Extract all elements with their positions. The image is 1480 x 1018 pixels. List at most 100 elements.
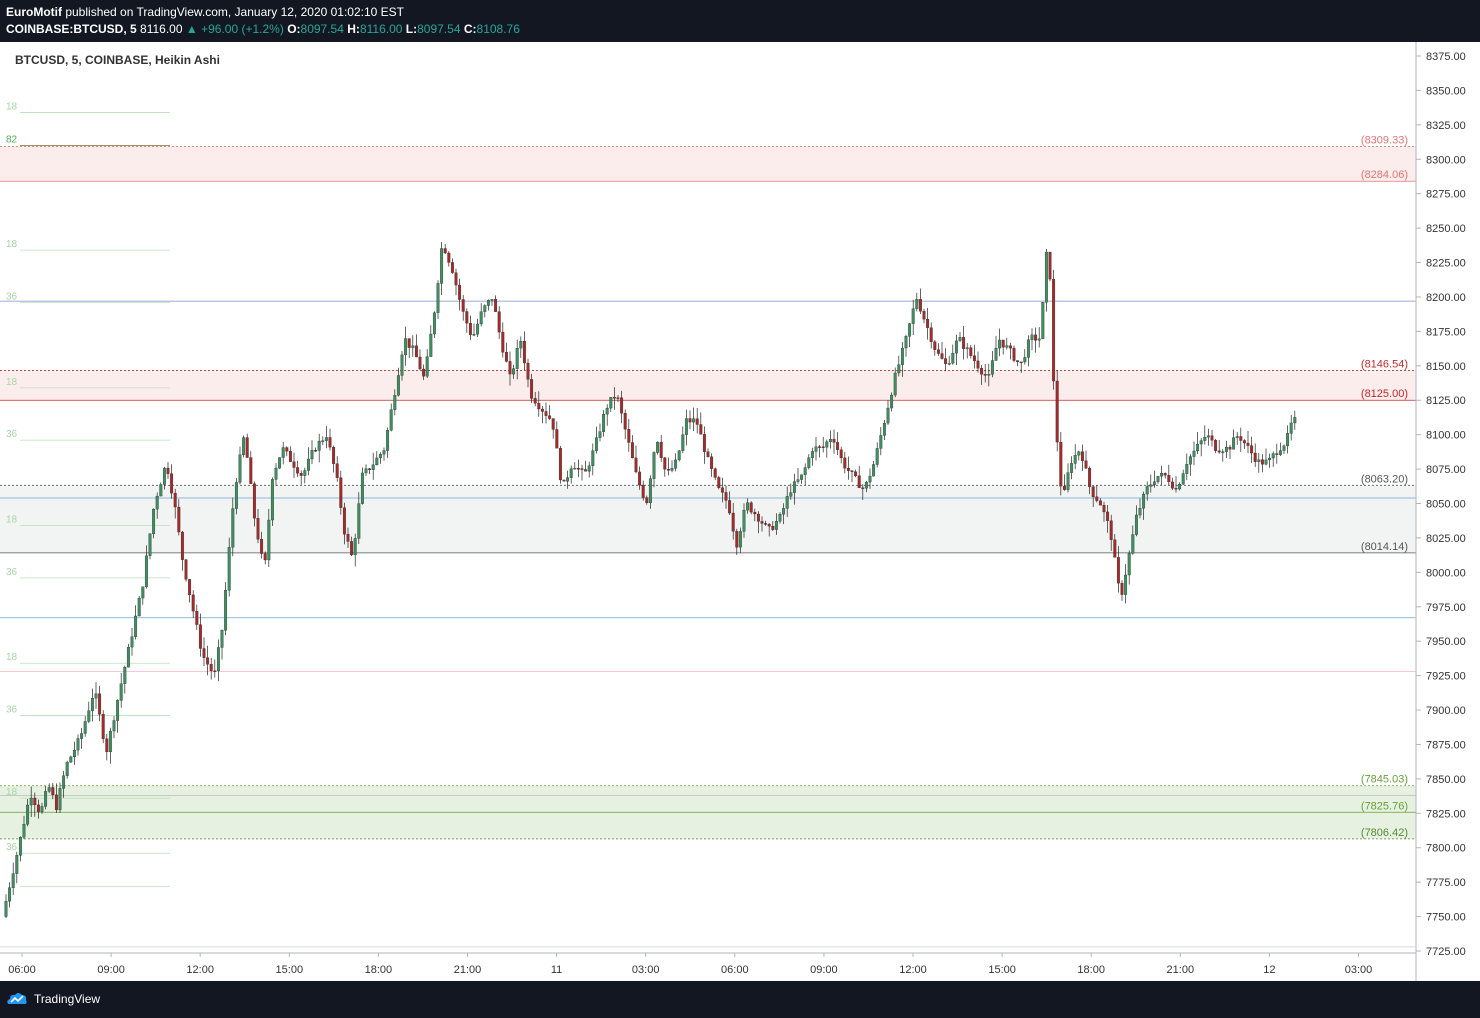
candle-body <box>857 475 861 488</box>
low-label: L: <box>405 22 418 36</box>
candle-body <box>501 331 505 353</box>
candle-body <box>270 479 274 521</box>
candle-body <box>260 539 264 554</box>
candle-body <box>1181 473 1185 485</box>
candle-body <box>940 353 944 359</box>
candle-body <box>1077 451 1081 456</box>
time-tick-label: 09:00 <box>97 964 125 976</box>
candle-body <box>209 664 213 671</box>
candle-body <box>332 446 336 464</box>
candle-body <box>458 284 462 300</box>
candle-body <box>1134 514 1138 535</box>
candle-body <box>339 477 343 508</box>
candle-body <box>627 429 631 443</box>
candle-body <box>1041 302 1045 340</box>
candle-body <box>594 437 598 451</box>
candle-body <box>796 479 800 482</box>
candle-body <box>1221 451 1225 453</box>
candle-body <box>983 374 987 376</box>
candle-body <box>440 248 444 284</box>
price-zone <box>0 485 1416 553</box>
series-legend[interactable]: BTCUSD, 5, COINBASE, Heikin Ashi <box>15 53 220 67</box>
price-chart[interactable]: 18 82 18 36 18 36 18 36 18 36 18 36 (8309.33) (8284.… <box>0 42 1480 981</box>
candle-body <box>224 590 228 631</box>
candle-body <box>465 311 469 324</box>
candle-body <box>58 788 62 811</box>
candle-body <box>969 347 973 356</box>
tradingview-brand[interactable]: TradingView <box>34 992 101 1006</box>
price-axis[interactable]: 7725.00 7750.00 7775.00 7800.00 7825.00 7850.… <box>1415 42 1466 981</box>
candle-body <box>411 345 415 348</box>
candle-body <box>558 447 562 481</box>
candle-body <box>1034 334 1038 341</box>
candle-body <box>731 512 735 532</box>
candle-body <box>11 873 15 888</box>
candle-body <box>1113 539 1117 558</box>
fib-label: 36 <box>6 842 18 853</box>
candle-body <box>965 347 969 349</box>
candle-body <box>83 721 87 734</box>
candle-body <box>728 500 732 514</box>
candle-body <box>551 418 555 430</box>
candle-body <box>944 358 948 364</box>
time-axis[interactable]: 06:00 09:00 12:00 15:00 18:00 21:00 11 03:00 06:… <box>0 952 1416 976</box>
candle-body <box>1286 433 1290 447</box>
price-zone <box>0 146 1416 182</box>
candle-body <box>915 299 919 309</box>
candle-body <box>1023 357 1027 363</box>
candle-body <box>681 434 685 451</box>
price-tick-label: 7725.00 <box>1426 946 1466 958</box>
candle-body <box>468 322 472 335</box>
candle-body <box>1246 442 1250 446</box>
candle-body <box>105 738 109 753</box>
candle-body <box>1278 450 1282 455</box>
author-name[interactable]: EuroMotif <box>6 5 62 19</box>
candle-body <box>1008 345 1012 349</box>
candle-body <box>526 362 530 380</box>
candle-body <box>972 355 976 362</box>
candle-body <box>1131 534 1135 554</box>
candle-body <box>879 435 883 449</box>
candle-body <box>1275 453 1279 455</box>
candle-body <box>620 397 624 414</box>
candle-body <box>227 547 231 591</box>
candle-body <box>422 368 426 377</box>
last-price: 8116.00 <box>140 22 183 36</box>
price-tick-label: 7950.00 <box>1426 636 1466 648</box>
fib-label: 18 <box>6 515 18 526</box>
level-label: (8014.14) <box>1361 541 1408 553</box>
candle-body <box>137 597 141 617</box>
candle-body <box>159 484 163 497</box>
candle-body <box>98 693 102 715</box>
price-tick-label: 8025.00 <box>1426 533 1466 545</box>
candle-body <box>162 467 166 485</box>
candle-body <box>497 311 501 333</box>
candle-body <box>180 531 184 560</box>
price-tick-label: 8225.00 <box>1426 258 1466 270</box>
candle-body <box>252 483 256 519</box>
candle-body <box>47 787 51 792</box>
publish-info: published on TradingView.com, January 12… <box>62 5 405 19</box>
candle-body <box>836 442 840 450</box>
candle-body <box>1066 472 1070 490</box>
candle-body <box>1188 456 1192 465</box>
symbol-line: COINBASE:BTCUSD, 5 8116.00 ▲ +96.00 (+1.… <box>6 22 520 36</box>
candle-body <box>494 299 498 312</box>
candle-body <box>1170 481 1174 489</box>
level-label: (8063.20) <box>1361 473 1408 485</box>
candle-body <box>1138 508 1142 516</box>
candle-body <box>897 364 901 374</box>
candle-body <box>22 824 26 838</box>
candle-body <box>1242 440 1246 444</box>
candle-body <box>591 450 595 466</box>
time-tick-label: 11 <box>551 964 562 976</box>
fib-label: 18 <box>6 239 18 250</box>
candle-body <box>652 452 656 479</box>
candle-body <box>962 337 966 349</box>
price-tick-label: 7750.00 <box>1426 912 1466 924</box>
time-tick-label: 12:00 <box>899 964 927 976</box>
candle-body <box>90 698 94 711</box>
candle-body <box>1260 459 1264 465</box>
candle-body <box>548 415 552 419</box>
time-tick-label: 03:00 <box>1345 964 1373 976</box>
